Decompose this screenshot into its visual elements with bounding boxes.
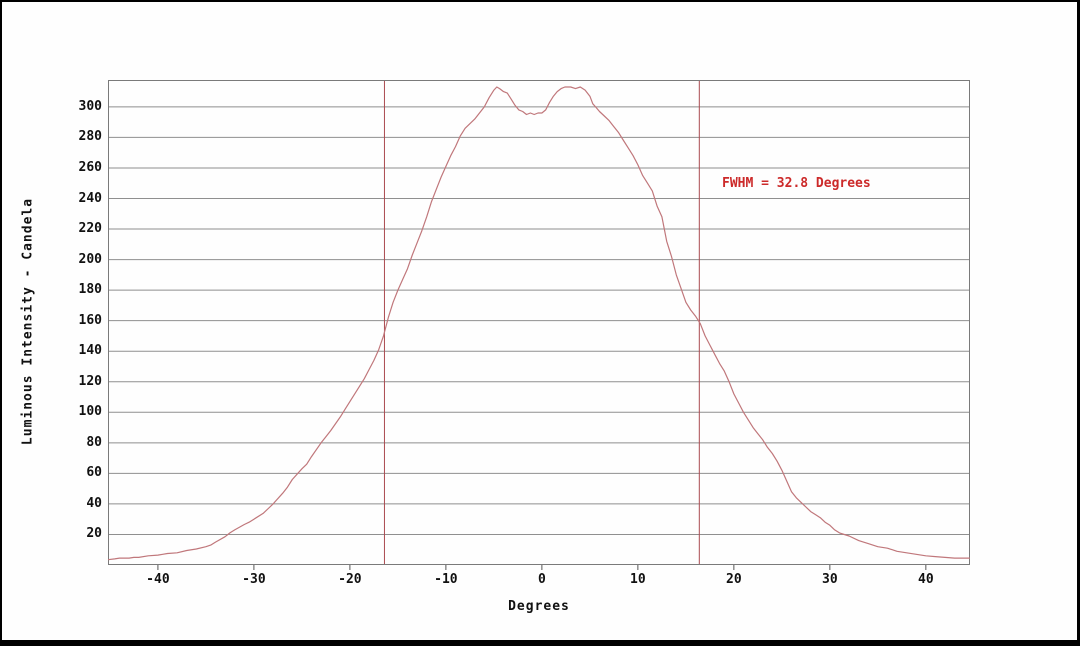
x-tick-label-20: 20: [726, 572, 742, 587]
chart-plot-area: [107, 80, 970, 570]
y-axis-title: Luminous Intensity - Candela: [20, 197, 36, 446]
y-tick-label-180: 180: [78, 282, 102, 298]
x-tick-label--20: -20: [338, 572, 362, 587]
y-tick-label-140: 140: [78, 343, 102, 359]
y-tick-label-100: 100: [78, 404, 102, 420]
fwhm-annotation: FWHM = 32.8 Degrees: [722, 176, 871, 191]
y-tick-label-20: 20: [86, 526, 102, 542]
x-tick-label-40: 40: [918, 572, 934, 587]
x-tick-label-10: 10: [630, 572, 646, 587]
y-tick-label-220: 220: [78, 221, 102, 237]
y-tick-label-60: 60: [86, 465, 102, 481]
intensity-curve-plot: [107, 80, 970, 570]
x-axis-title: Degrees: [508, 599, 570, 614]
y-tick-label-40: 40: [86, 495, 102, 511]
y-tick-label-300: 300: [78, 98, 102, 114]
plot-frame: [108, 80, 970, 565]
y-tick-label-240: 240: [78, 190, 102, 206]
y-tick-label-200: 200: [78, 251, 102, 267]
y-tick-label-160: 160: [78, 312, 102, 328]
x-tick-label--40: -40: [146, 572, 170, 587]
x-tick-label-0: 0: [537, 572, 546, 587]
x-tick-label-30: 30: [822, 572, 838, 587]
y-tick-label-120: 120: [78, 373, 102, 389]
y-tick-label-260: 260: [78, 159, 102, 175]
y-tick-label-80: 80: [86, 434, 102, 450]
y-tick-label-280: 280: [78, 129, 102, 145]
luminous-intensity-profile: [107, 86, 970, 561]
x-tick-label--10: -10: [434, 572, 458, 587]
x-tick-label--30: -30: [242, 572, 266, 587]
